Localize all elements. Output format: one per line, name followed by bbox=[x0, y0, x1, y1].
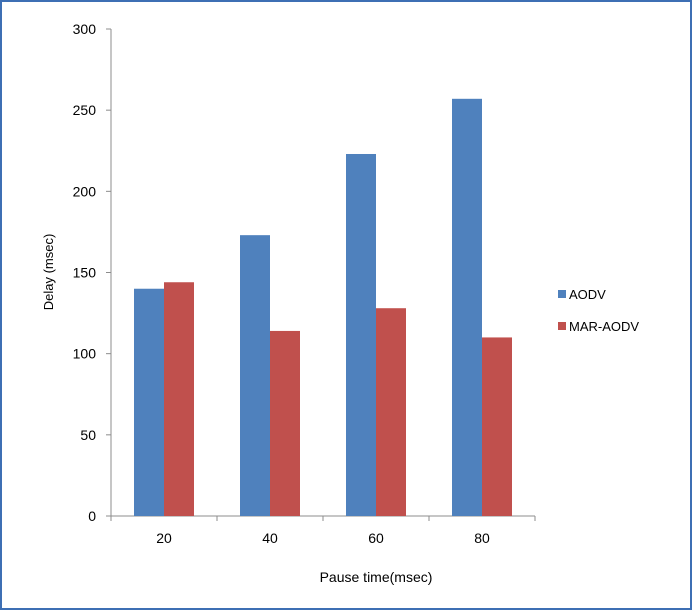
bars-layer bbox=[134, 98, 512, 516]
legend-label-aodv: AODV bbox=[569, 287, 606, 302]
bar-mar-aodv-80 bbox=[482, 337, 512, 516]
x-tick-label: 40 bbox=[262, 530, 278, 546]
labels-layer: 0 50 100 150 200 250 300 20 40 60 80 bbox=[73, 21, 490, 546]
bar-mar-aodv-20 bbox=[164, 282, 194, 516]
y-tick-label: 0 bbox=[88, 508, 96, 524]
y-axis-title: Delay (msec) bbox=[41, 234, 56, 311]
y-tick-label: 150 bbox=[73, 265, 97, 281]
y-tick-label: 200 bbox=[73, 183, 97, 199]
x-tick-label: 80 bbox=[474, 530, 490, 546]
bar-mar-aodv-60 bbox=[376, 308, 406, 516]
bar-mar-aodv-40 bbox=[270, 330, 300, 516]
bar-aodv-60 bbox=[346, 153, 376, 516]
bar-aodv-80 bbox=[452, 98, 482, 516]
bar-aodv-20 bbox=[134, 288, 164, 516]
x-axis-title: Pause time(msec) bbox=[320, 569, 433, 585]
x-tick-label: 60 bbox=[368, 530, 384, 546]
y-tick-label: 100 bbox=[73, 346, 97, 362]
legend-swatch-mar-aodv bbox=[558, 322, 566, 330]
x-tick-label: 20 bbox=[156, 530, 172, 546]
y-tick-label: 250 bbox=[73, 102, 97, 118]
y-tick-label: 300 bbox=[73, 21, 97, 37]
legend-label-mar-aodv: MAR-AODV bbox=[569, 319, 639, 334]
legend: AODV MAR-AODV bbox=[558, 287, 639, 334]
y-tick-label: 50 bbox=[80, 427, 96, 443]
legend-swatch-aodv bbox=[558, 290, 566, 298]
bar-aodv-40 bbox=[240, 235, 270, 516]
